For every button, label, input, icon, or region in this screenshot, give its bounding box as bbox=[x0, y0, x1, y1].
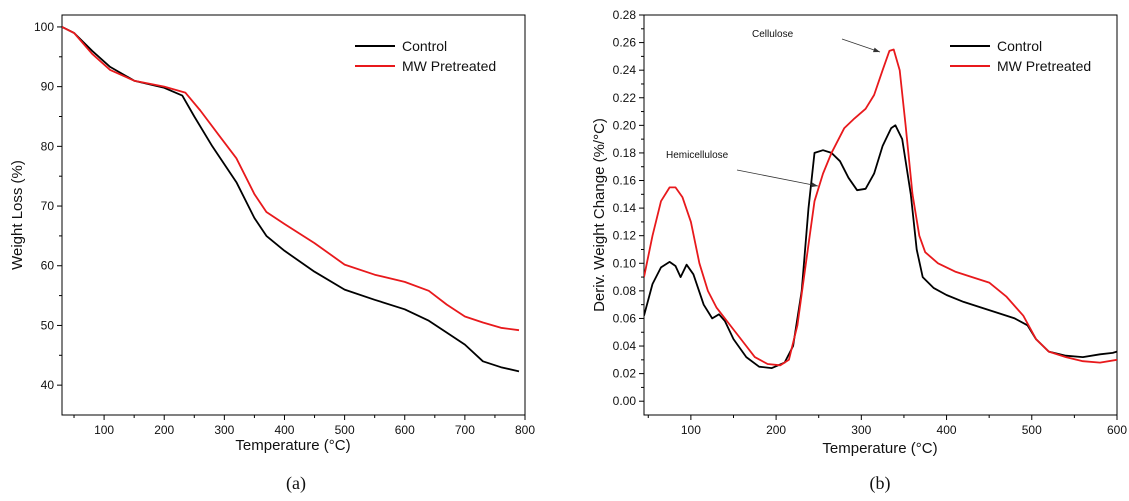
annotation-arrow bbox=[736, 169, 819, 187]
y-tick-label: 50 bbox=[41, 318, 55, 332]
y-tick-label: 100 bbox=[34, 20, 54, 34]
series-line-control bbox=[62, 26, 520, 373]
y-tick-label: 80 bbox=[41, 139, 55, 153]
y-tick-label: 0.16 bbox=[613, 174, 637, 188]
legend-label: Control bbox=[997, 38, 1042, 54]
panel-caption: (b) bbox=[870, 473, 891, 494]
legend-label: MW Pretreated bbox=[402, 58, 496, 74]
x-tick-label: 200 bbox=[154, 423, 174, 437]
legend-label: MW Pretreated bbox=[997, 58, 1091, 74]
annotation-arrow bbox=[841, 38, 881, 53]
chart-panel-0: 100 200 300 400 500 600 700 800 40 50 60 70 80 90 100 T… bbox=[9, 14, 535, 494]
y-tick-label: 0.18 bbox=[613, 146, 637, 160]
arrow-head-icon bbox=[873, 47, 880, 53]
x-tick-label: 300 bbox=[214, 423, 234, 437]
x-tick-label: 500 bbox=[1022, 423, 1042, 437]
x-tick-label: 100 bbox=[681, 423, 701, 437]
y-tick-label: 0.12 bbox=[613, 229, 637, 243]
y-tick-label: 0.26 bbox=[613, 36, 637, 50]
x-tick-label: 400 bbox=[937, 423, 957, 437]
y-tick-label: 0.06 bbox=[613, 311, 637, 325]
y-axis-label: Weight Loss (%) bbox=[9, 160, 26, 270]
y-tick-label: 0.24 bbox=[613, 63, 637, 77]
x-tick-label: 600 bbox=[1107, 423, 1127, 437]
y-tick-label: 0.02 bbox=[613, 367, 637, 381]
annotation-label: Hemicellulose bbox=[666, 150, 729, 161]
x-axis-label: Temperature (°C) bbox=[235, 437, 350, 454]
y-tick-label: 0.08 bbox=[613, 284, 637, 298]
x-tick-label: 100 bbox=[94, 423, 114, 437]
panel-caption: (a) bbox=[286, 473, 306, 494]
y-tick-label: 70 bbox=[41, 199, 55, 213]
y-tick-label: 0.14 bbox=[613, 201, 637, 215]
y-tick-label: 0.00 bbox=[613, 394, 637, 408]
y-tick-label: 0.20 bbox=[613, 118, 637, 132]
x-tick-label: 800 bbox=[515, 423, 535, 437]
y-tick-label: 0.22 bbox=[613, 91, 637, 105]
plot-frame bbox=[643, 14, 1118, 416]
chart-panel-1: 100 200 300 400 500 600 0.00 0.02 0.04 0.06 0.08 0.… bbox=[591, 8, 1127, 494]
x-tick-label: 500 bbox=[335, 423, 355, 437]
x-tick-label: 300 bbox=[851, 423, 871, 437]
y-tick-label: 60 bbox=[41, 259, 55, 273]
y-tick-label: 0.28 bbox=[613, 8, 637, 22]
y-axis-label: Deriv. Weight Change (%/°C) bbox=[591, 118, 608, 312]
x-tick-label: 600 bbox=[395, 423, 415, 437]
x-axis-label: Temperature (°C) bbox=[822, 440, 937, 457]
y-tick-label: 40 bbox=[41, 378, 55, 392]
x-tick-label: 700 bbox=[455, 423, 475, 437]
series-line-mw-pretreated bbox=[62, 26, 520, 332]
annotation-label: Cellulose bbox=[752, 29, 794, 40]
series-line-control bbox=[644, 124, 1117, 369]
arrow-head-icon bbox=[811, 182, 818, 188]
series-line-mw-pretreated bbox=[644, 48, 1117, 367]
y-tick-label: 90 bbox=[41, 80, 55, 94]
y-tick-label: 0.04 bbox=[613, 339, 637, 353]
x-tick-label: 400 bbox=[274, 423, 294, 437]
plot-frame bbox=[61, 14, 526, 416]
x-tick-label: 200 bbox=[766, 423, 786, 437]
legend-label: Control bbox=[402, 38, 447, 54]
y-tick-label: 0.10 bbox=[613, 256, 637, 270]
